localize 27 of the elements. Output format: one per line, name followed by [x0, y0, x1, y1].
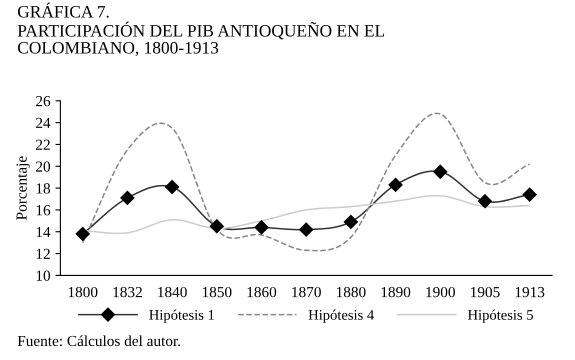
x-tick-label: 1900 — [426, 286, 455, 298]
line-series — [82, 113, 530, 252]
y-tick-label: 12 — [36, 248, 50, 259]
y-tick-label: 10 — [36, 270, 50, 281]
y-tick-label: 14 — [36, 226, 50, 238]
x-tick-label: 1840 — [158, 286, 187, 298]
y-tick-label: 20 — [36, 161, 50, 172]
y-tick-label: 26 — [36, 96, 50, 106]
y-tick-label: 18 — [36, 183, 50, 194]
x-tick-label: 1850 — [202, 286, 232, 298]
x-tick-label: 1870 — [292, 286, 321, 298]
y-axis-title: Porcentaje — [16, 156, 30, 220]
chart-title: GRÁFICA 7. PARTICIPACIÓN DEL PIB ANTIOQUEÑO EN EL COLOMBIANO, 1800-1913 — [18, 2, 384, 56]
y-tick-label: 22 — [36, 140, 50, 150]
y-tick-label: 16 — [36, 205, 50, 216]
legend-label: Hipótesis 4 — [308, 310, 374, 323]
x-tick-label: 1880 — [336, 286, 366, 298]
x-tick-label: 1890 — [382, 286, 410, 298]
y-tick-label: 24 — [36, 118, 50, 128]
x-tick-label: 1913 — [516, 286, 544, 298]
source-note: Fuente: Cálculos del autor. — [18, 335, 180, 346]
legend-label: Hipótesis 1 — [149, 310, 214, 323]
x-tick-label: 1905 — [471, 286, 500, 298]
legend-label: Hipótesis 5 — [468, 310, 533, 323]
x-tick-label: 1800 — [68, 286, 98, 298]
x-tick-label: 1832 — [113, 286, 142, 298]
x-tick-label: 1860 — [248, 286, 276, 298]
